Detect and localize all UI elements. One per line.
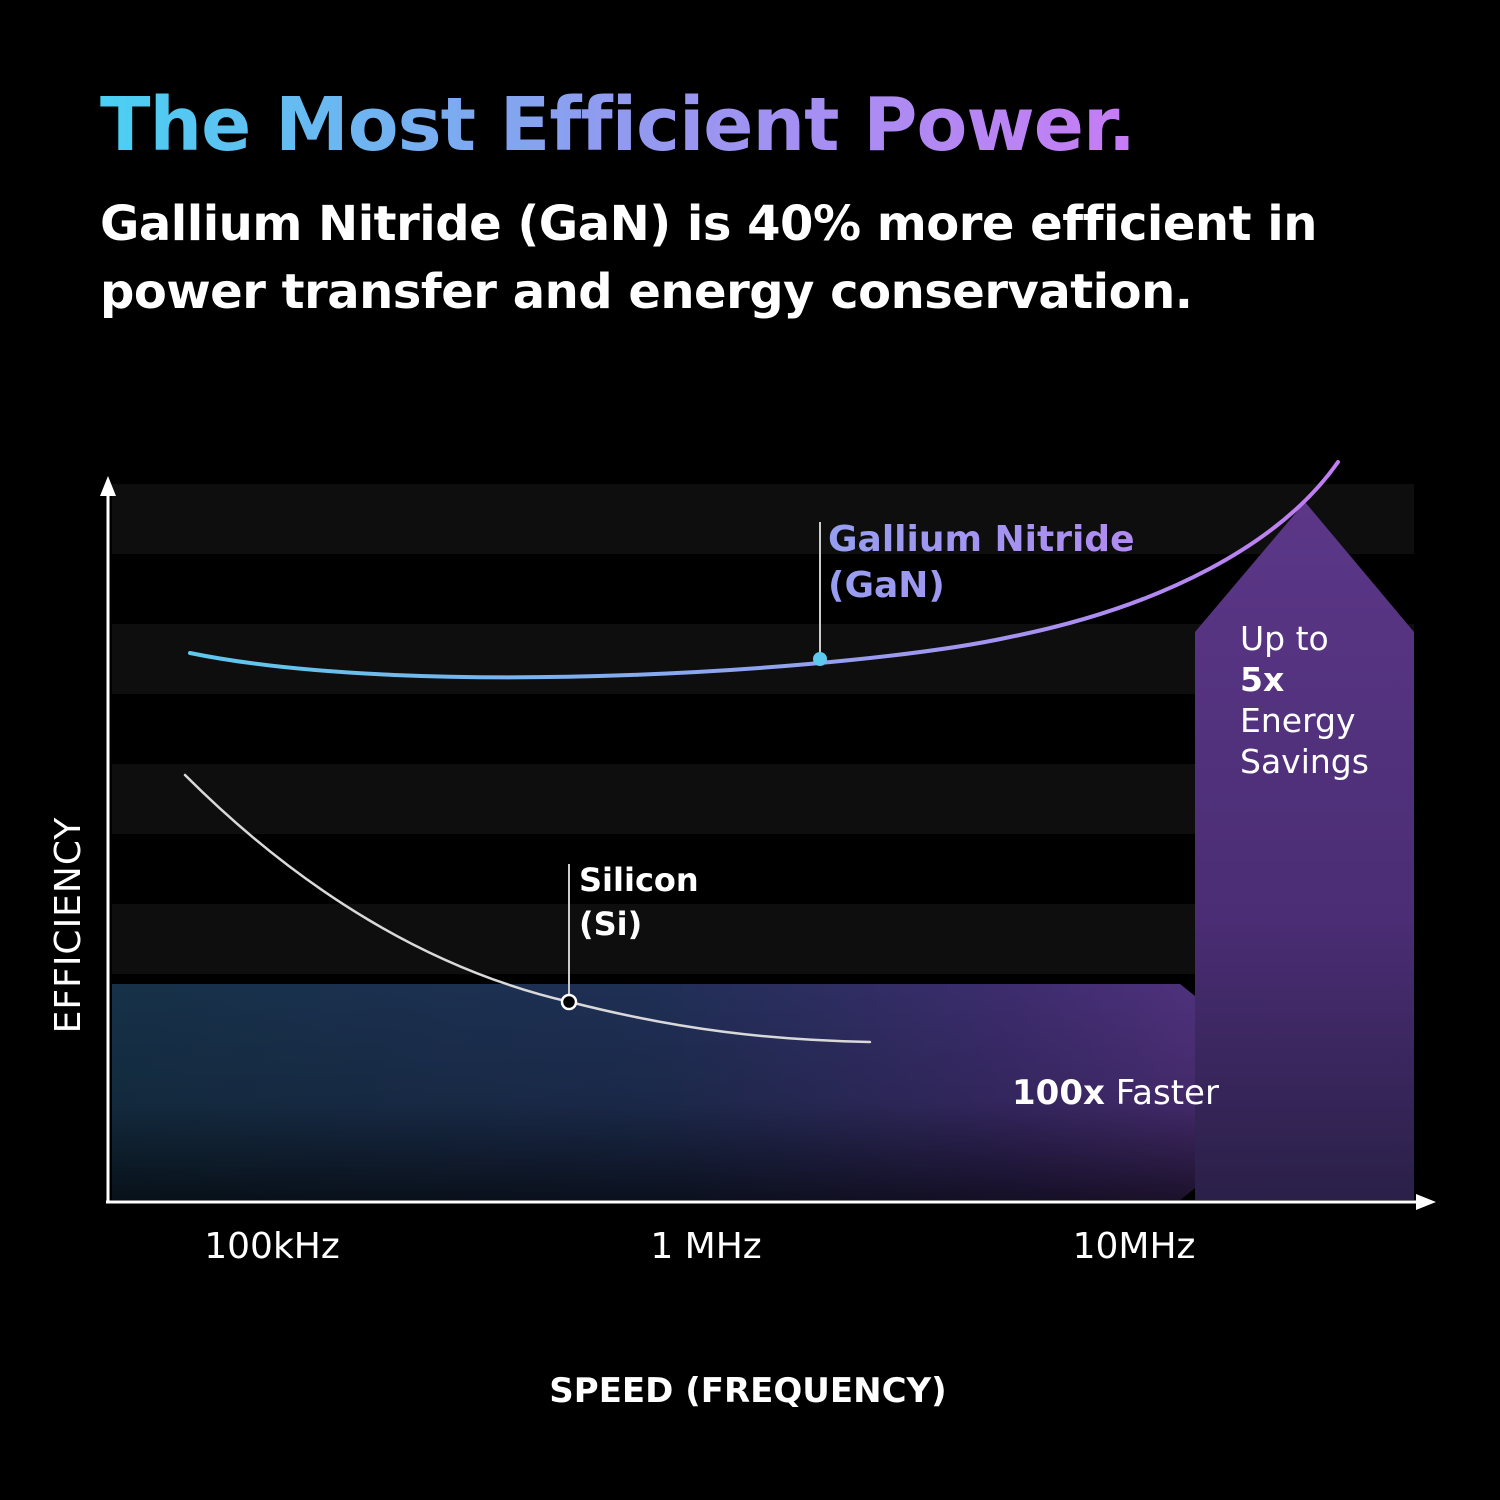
series-label-silicon: Silicon (Si) [579,861,699,943]
chart-axes [100,476,1436,1210]
faster-annotation: 100x Faster [1012,1073,1219,1113]
y-axis-title: EFFICIENCY [48,817,89,1034]
energy-savings-annotation: Up to 5x Energy Savings [1240,619,1369,781]
label-line: Savings [1240,742,1369,781]
faster-annotation-text: Faster [1105,1073,1219,1113]
label-line: Up to [1240,619,1329,658]
callout-gan-marker [813,652,827,666]
label-line: (Si) [579,905,642,943]
callout-gan: Gallium Nitride (GaN) [813,519,1135,666]
faster-arrow [112,984,1315,1200]
label-line: Energy [1240,701,1356,740]
series-line-silicon [183,773,872,1044]
callout-silicon: Silicon (Si) [560,861,699,1011]
callout-silicon-marker [560,993,578,1011]
x-axis-arrowhead [1416,1194,1436,1210]
label-line: Silicon [579,861,699,899]
label-line: Gallium Nitride [828,519,1135,560]
y-axis-arrowhead [100,476,116,496]
x-tick-labels: 100kHz 1 MHz 10MHz [204,1226,1195,1267]
label-line: 5x [1240,660,1284,699]
series-line-gan [188,460,1340,680]
energy-savings-arrow [1195,502,1414,1200]
page-subtitle: Gallium Nitride (GaN) is 40% more effici… [100,196,1317,320]
page-title: The Most Efficient Power. [100,82,1136,168]
x-tick-label: 1 MHz [650,1226,761,1267]
x-tick-label: 10MHz [1073,1226,1196,1267]
label-line: (GaN) [828,565,945,606]
x-tick-label: 100kHz [204,1226,340,1267]
series-label-gan: Gallium Nitride (GaN) [828,519,1135,606]
faster-annotation-bold: 100x [1012,1073,1105,1113]
x-axis-title: SPEED (FREQUENCY) [549,1371,946,1411]
